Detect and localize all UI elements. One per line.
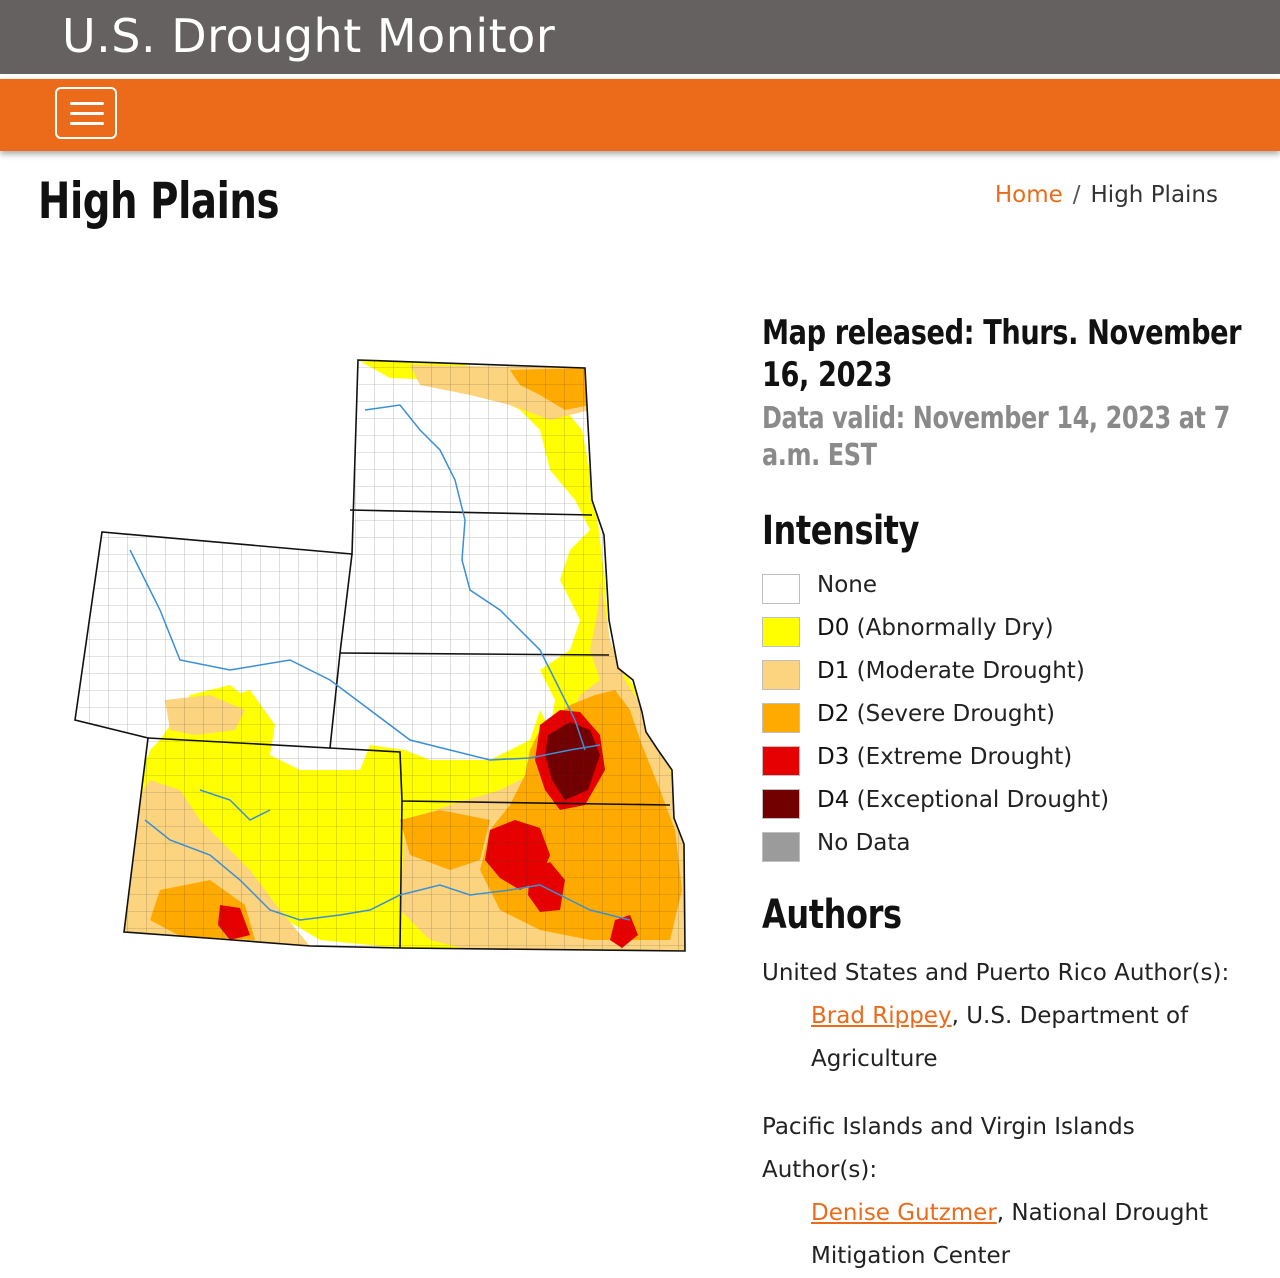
legend-swatch-d3 xyxy=(762,746,800,776)
author-entry: Denise Gutzmer, National Drought Mitigat… xyxy=(811,1192,1252,1278)
legend-swatch-no-data xyxy=(762,832,800,862)
author-affiliation: , National Drought Mitigation Center xyxy=(811,1200,1209,1269)
legend-code: D0 xyxy=(817,615,850,641)
author-group: United States and Puerto Rico Author(s):… xyxy=(762,952,1252,1081)
author-affiliation: , U.S. Department of Agriculture xyxy=(811,1003,1189,1072)
data-valid-date: Data valid: November 14, 2023 at 7 a.m. … xyxy=(762,401,1230,473)
author-link[interactable]: Brad Rippey xyxy=(811,1003,952,1029)
legend-swatch-none xyxy=(762,574,800,604)
legend-label: (Exceptional Drought) xyxy=(856,787,1110,813)
drought-map[interactable] xyxy=(70,350,695,960)
intensity-heading: Intensity xyxy=(762,508,920,554)
author-group-heading: Pacific Islands and Virgin Islands Autho… xyxy=(762,1114,1135,1183)
menu-bar-icon xyxy=(70,122,104,125)
legend-label: No Data xyxy=(817,830,911,856)
breadcrumb-separator: / xyxy=(1072,182,1081,208)
author-entry: Brad Rippey, U.S. Department of Agricult… xyxy=(811,995,1252,1081)
menu-bar-icon xyxy=(70,102,104,105)
legend-code: D3 xyxy=(817,744,850,770)
legend-label: (Abnormally Dry) xyxy=(856,615,1054,641)
legend-code: D4 xyxy=(817,787,850,813)
breadcrumb-current: High Plains xyxy=(1090,182,1218,208)
legend-code: D2 xyxy=(817,701,850,727)
nav-bar xyxy=(0,79,1280,151)
menu-bar-icon xyxy=(70,112,104,115)
site-header: U.S. Drought Monitor xyxy=(0,0,1280,74)
breadcrumb: Home / High Plains xyxy=(995,182,1218,208)
legend-swatch-d0 xyxy=(762,617,800,647)
legend-label: (Extreme Drought) xyxy=(856,744,1073,770)
breadcrumb-home-link[interactable]: Home xyxy=(994,182,1063,208)
map-info-panel: Map released: Thurs. November 16, 2023 D… xyxy=(762,312,1252,1269)
page-title: High Plains xyxy=(38,172,280,230)
legend-swatch-d2 xyxy=(762,703,800,733)
map-released-date: Map released: Thurs. November 16, 2023 xyxy=(762,313,1242,395)
legend-label: (Moderate Drought) xyxy=(856,658,1085,684)
legend-label: None xyxy=(817,572,878,598)
hamburger-menu-button[interactable] xyxy=(55,87,117,139)
author-group-heading: United States and Puerto Rico Author(s): xyxy=(762,960,1230,986)
authors-heading: Authors xyxy=(762,892,902,938)
author-link[interactable]: Denise Gutzmer xyxy=(811,1200,997,1226)
legend-code: D1 xyxy=(817,658,850,684)
site-title[interactable]: U.S. Drought Monitor xyxy=(62,9,556,63)
header-divider xyxy=(0,74,1280,79)
legend-swatch-d1 xyxy=(762,660,800,690)
legend-swatch-d4 xyxy=(762,789,800,819)
legend-label: (Severe Drought) xyxy=(856,701,1056,727)
author-group: Pacific Islands and Virgin Islands Autho… xyxy=(762,1106,1252,1278)
